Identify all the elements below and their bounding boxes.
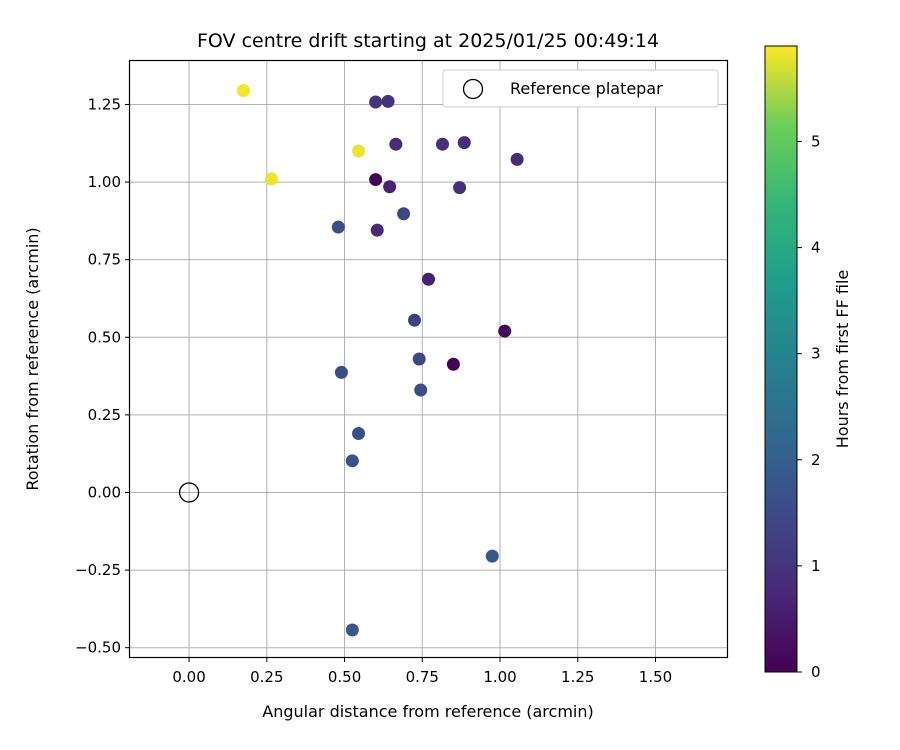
scatter-point bbox=[369, 95, 383, 109]
scatter-point bbox=[453, 181, 467, 195]
scatter-point bbox=[498, 324, 512, 338]
y-tick-label: 1.00 bbox=[88, 173, 121, 191]
x-axis-label: Angular distance from reference (arcmin) bbox=[262, 702, 593, 721]
x-tick-label: 0.50 bbox=[328, 668, 361, 686]
scatter-point bbox=[485, 549, 499, 563]
y-tick-label: 0.00 bbox=[88, 483, 121, 501]
legend-box bbox=[442, 69, 719, 108]
scatter-point bbox=[236, 83, 250, 97]
x-tick-label: 1.00 bbox=[483, 668, 516, 686]
scatter-point bbox=[383, 180, 397, 194]
x-tick-label: 0.75 bbox=[406, 668, 439, 686]
chart-title: FOV centre drift starting at 2025/01/25 … bbox=[197, 30, 659, 52]
scatter-point bbox=[381, 94, 395, 108]
y-tick-label: 0.25 bbox=[88, 406, 121, 424]
scatter-point bbox=[370, 223, 384, 237]
scatter-point bbox=[414, 383, 428, 397]
x-tick-label: 0.25 bbox=[250, 668, 283, 686]
colorbar-tick-label: 1 bbox=[811, 557, 821, 575]
reference-marker-layer bbox=[178, 482, 200, 503]
y-tick-label: 0.75 bbox=[88, 251, 121, 269]
scatter-point bbox=[510, 152, 524, 166]
scatter-point bbox=[345, 454, 359, 468]
scatter-point bbox=[446, 357, 460, 371]
scatter-point bbox=[389, 137, 403, 151]
scatter-point bbox=[334, 365, 348, 379]
y-axis-label: Rotation from reference (arcmin) bbox=[23, 227, 42, 490]
scatter-point bbox=[264, 172, 278, 186]
colorbar-tick-label: 2 bbox=[811, 451, 821, 469]
data-points bbox=[236, 83, 524, 637]
grid-lines bbox=[130, 61, 727, 657]
colorbar-ticks: 0 1 2 3 4 5 bbox=[797, 132, 821, 681]
colorbar: 0 1 2 3 4 5 Hours from first FF file bbox=[764, 45, 852, 681]
scatter-point bbox=[331, 220, 345, 234]
y-axis-ticks: −0.50 −0.25 0.00 0.25 0.50 0.75 1.00 1.25 bbox=[75, 95, 130, 657]
colorbar-tick-label: 5 bbox=[811, 132, 821, 150]
y-tick-label: 0.50 bbox=[88, 328, 121, 346]
y-tick-label: −0.25 bbox=[75, 561, 121, 579]
legend-entry-reference: Reference platepar bbox=[510, 79, 663, 98]
x-tick-label: 1.25 bbox=[561, 668, 594, 686]
scatter-point bbox=[352, 144, 366, 158]
scatter-point bbox=[408, 313, 422, 327]
scatter-point bbox=[345, 623, 359, 637]
reference-platepar-marker bbox=[178, 482, 200, 503]
legend: Reference platepar bbox=[442, 69, 719, 108]
colorbar-label: Hours from first FF file bbox=[833, 270, 852, 449]
scatter-point bbox=[352, 427, 366, 440]
colorbar-tick-label: 4 bbox=[811, 239, 821, 257]
x-tick-label: 1.50 bbox=[639, 668, 672, 686]
scatter-point bbox=[369, 173, 383, 187]
colorbar-tick-label: 3 bbox=[811, 345, 821, 363]
x-tick-label: 0.00 bbox=[172, 668, 205, 686]
scatter-point bbox=[412, 352, 426, 366]
scatter-point bbox=[457, 136, 471, 150]
x-axis-ticks: 0.00 0.25 0.50 0.75 1.00 1.25 1.50 bbox=[172, 657, 672, 686]
y-tick-label: −0.50 bbox=[75, 639, 121, 657]
scatter-point bbox=[422, 272, 435, 286]
y-tick-label: 1.25 bbox=[88, 95, 121, 113]
scatter-point bbox=[435, 137, 449, 151]
scatter-point bbox=[397, 207, 411, 221]
plot-frame bbox=[128, 59, 729, 659]
colorbar-gradient bbox=[764, 45, 798, 673]
colorbar-tick-label: 0 bbox=[811, 663, 821, 681]
legend-reference-marker bbox=[462, 78, 484, 100]
